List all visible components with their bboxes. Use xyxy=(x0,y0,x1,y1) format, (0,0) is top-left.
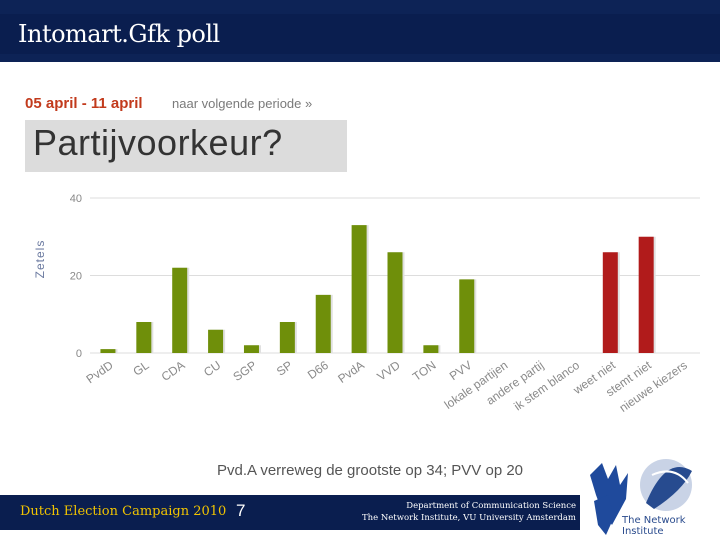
poll-period-strip: 05 april - 11 april naar volgende period… xyxy=(25,92,445,120)
title-bar: Intomart.Gfk poll xyxy=(0,0,720,62)
bar-weet-niet xyxy=(602,252,618,353)
page-number: 7 xyxy=(236,501,246,520)
title-band xyxy=(0,14,720,54)
bar-d66 xyxy=(315,294,331,353)
next-period-link[interactable]: naar volgende periode » xyxy=(172,96,313,111)
poll-heading: Partijvoorkeur? xyxy=(33,122,283,163)
y-tick-label: 20 xyxy=(70,271,82,283)
y-tick-label: 40 xyxy=(70,193,82,205)
poll-heading-box: Partijvoorkeur? xyxy=(25,120,347,172)
x-tick-label: PvdA xyxy=(335,358,367,386)
bar-cda xyxy=(172,267,188,353)
bar-vvd xyxy=(387,252,403,353)
date-range: 05 april - 11 april xyxy=(25,95,143,112)
bar-pvv xyxy=(459,279,475,353)
bar-stemt-niet xyxy=(638,236,654,353)
x-tick-label: VVD xyxy=(374,358,403,384)
department-credit: Department of Communication Science The … xyxy=(362,500,576,524)
bar-ton xyxy=(423,345,439,353)
x-tick-label: GL xyxy=(130,358,151,379)
logo-text: The Network Institute xyxy=(622,515,686,537)
bar-gl xyxy=(136,322,152,353)
x-tick-label: TON xyxy=(410,358,439,384)
x-tick-label: PvdD xyxy=(84,358,116,386)
bar-pvdd xyxy=(100,349,116,353)
x-tick-label: D66 xyxy=(305,358,331,382)
bar-cu xyxy=(208,329,224,353)
dept-line-1: Department of Communication Science xyxy=(406,501,576,511)
x-tick-label: CDA xyxy=(159,358,188,384)
slide-title: Intomart.Gfk poll xyxy=(18,20,220,48)
bar-sp xyxy=(279,322,295,353)
x-tick-label: CU xyxy=(201,358,223,379)
chart-caption: Pvd.A verreweg de grootste op 34; PVV op… xyxy=(216,462,524,479)
dept-line-2: The Network Institute, VU University Ams… xyxy=(361,513,576,523)
bar-pvda xyxy=(351,225,367,353)
bar-sgp xyxy=(243,345,259,353)
seat-chart: 0 20 40 Zetels PvdD GL CDA CU SGP SP D66 PvdA VVD T… xyxy=(33,193,700,415)
vu-griffin-logo xyxy=(590,459,692,535)
x-tick-label: SGP xyxy=(230,358,259,384)
y-tick-label: 0 xyxy=(76,348,82,360)
footer-campaign: Dutch Election Campaign 2010 xyxy=(20,504,227,519)
y-axis-label: Zetels xyxy=(33,240,47,279)
x-tick-label: SP xyxy=(274,358,295,379)
footer-bar: Dutch Election Campaign 2010 7 Departmen… xyxy=(0,495,580,530)
